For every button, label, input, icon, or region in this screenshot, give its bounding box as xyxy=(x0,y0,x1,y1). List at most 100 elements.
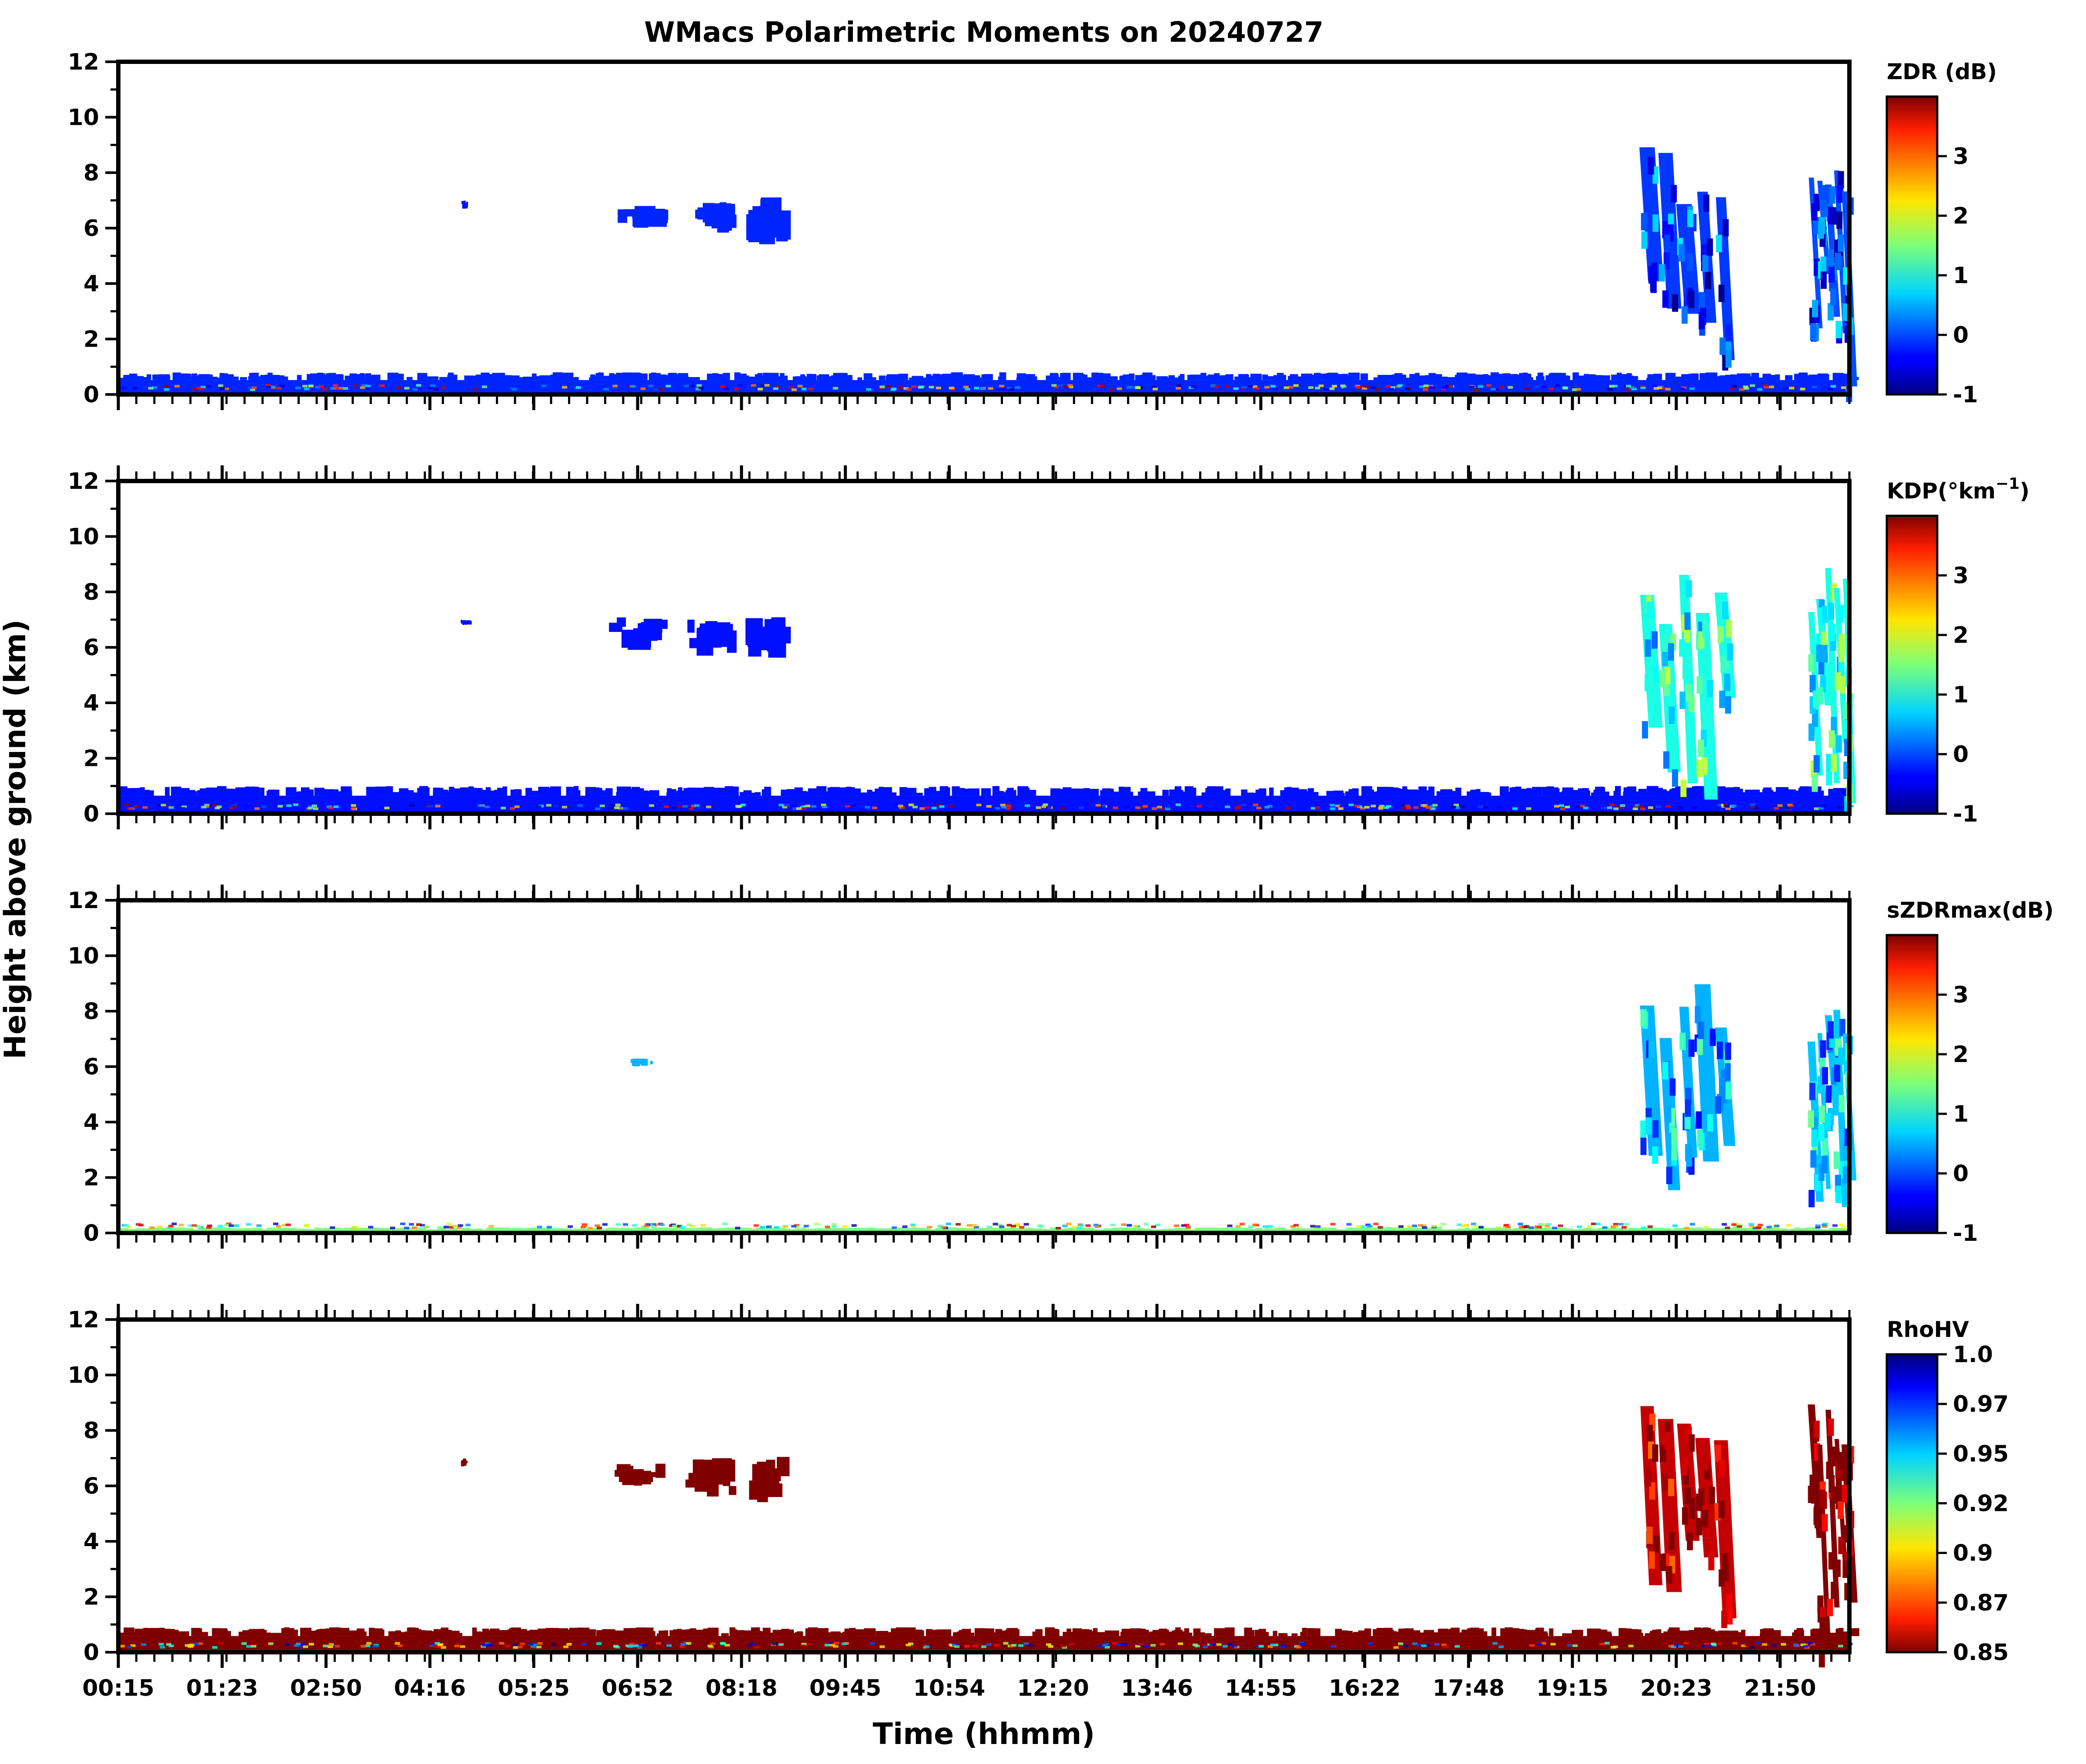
y-tick-label: 4 xyxy=(84,690,99,716)
colorbar-label: sZDRmax(dB) xyxy=(1887,898,2054,923)
colorbar-tick-label: -1 xyxy=(1953,1220,1978,1246)
colorbar-tick-label: 2 xyxy=(1953,1042,1969,1068)
data-patch-KDP xyxy=(461,620,472,625)
y-tick-label: 12 xyxy=(68,1307,99,1333)
colorbar-tick-label: 1 xyxy=(1953,682,1969,708)
y-tick-label: 2 xyxy=(84,746,99,772)
data-patch-RhoHV xyxy=(615,1463,666,1486)
data-surface_layer-KDP xyxy=(118,786,1855,814)
data-patch-ZDR xyxy=(746,197,791,244)
x-tick-label: 06:52 xyxy=(602,1675,674,1701)
colorbar-ZDR: ZDR (dB) -1 0 1 2 3 xyxy=(1885,59,1997,408)
x-axis-label: Time (hhmm) xyxy=(873,1717,1095,1751)
data-surface_layer-RhoHV xyxy=(118,1627,1859,1652)
x-tick-label: 16:22 xyxy=(1329,1675,1401,1701)
y-axis-label: Height above ground (km) xyxy=(0,619,33,1059)
x-tick-label: 17:48 xyxy=(1433,1675,1505,1701)
data-storm-sZDRmax xyxy=(1640,984,1736,1190)
y-tick-label: 8 xyxy=(84,579,99,605)
x-tick-label: 09:45 xyxy=(809,1675,882,1701)
x-tick-label: 01:23 xyxy=(186,1675,258,1701)
y-tick-label: 2 xyxy=(84,1584,99,1610)
colorbar-tick-label: 0.87 xyxy=(1953,1590,2009,1616)
colorbar-tick-label: 3 xyxy=(1953,563,1969,589)
data-patch-RhoHV xyxy=(461,1458,468,1467)
data-patch-ZDR xyxy=(461,200,468,209)
panel-RhoHV: 0 2 4 6 8 10 12 00:15 01:23 02:50 04:16 05:25 06:52 0… xyxy=(68,1304,2009,1701)
y-tick-label: 10 xyxy=(68,943,99,969)
data-storm-ZDR xyxy=(1809,170,1857,402)
data-patch-RhoHV xyxy=(685,1458,736,1497)
colorbar-tick-label: 3 xyxy=(1953,982,1969,1008)
colorbar-tick-label: 0.92 xyxy=(1953,1491,2009,1517)
y-tick-label: 0 xyxy=(84,801,99,827)
x-tick-label: 00:15 xyxy=(82,1675,154,1701)
x-tick-label: 04:16 xyxy=(394,1675,466,1701)
colorbar-tick-label: 3 xyxy=(1953,144,1969,170)
colorbar-tick-label: 1 xyxy=(1953,263,1969,289)
y-tick-label: 12 xyxy=(68,49,99,75)
x-tick-label: 19:15 xyxy=(1536,1675,1608,1701)
colorbar-tick-label: 0.85 xyxy=(1953,1640,2009,1666)
y-tick-label: 10 xyxy=(68,105,99,131)
plot-frame xyxy=(116,1317,1852,1654)
y-tick-label: 8 xyxy=(84,999,99,1025)
y-tick-label: 4 xyxy=(84,1529,99,1555)
colorbar-tick-label: 2 xyxy=(1953,622,1969,648)
y-tick-label: 8 xyxy=(84,1418,99,1444)
colorbar-tick-label: 0.9 xyxy=(1953,1540,1993,1567)
colorbar-tick-label: -1 xyxy=(1953,382,1978,408)
colorbar-tick-label: 1 xyxy=(1953,1101,1969,1127)
data-storm-RhoHV xyxy=(1640,1406,1737,1628)
y-tick-label: 6 xyxy=(84,1473,99,1500)
plot-frame xyxy=(116,898,1852,1235)
y-tick-label: 0 xyxy=(84,1640,99,1666)
x-tick-label: 12:20 xyxy=(1017,1675,1089,1701)
y-tick-label: 12 xyxy=(68,888,99,914)
colorbar-label: KDP(°km−1) xyxy=(1887,475,2029,504)
x-tick-label: 20:23 xyxy=(1640,1675,1712,1701)
y-tick-label: 6 xyxy=(84,1054,99,1080)
colorbar-KDP: KDP(°km−1) -1 0 1 2 3 xyxy=(1885,475,2029,827)
x-tick-label: 21:50 xyxy=(1744,1675,1816,1701)
y-tick-label: 12 xyxy=(68,468,99,494)
colorbar-label: ZDR (dB) xyxy=(1887,59,1997,84)
colorbar-sZDRmax: sZDRmax(dB) -1 0 1 2 3 xyxy=(1885,898,2054,1246)
y-tick-label: 4 xyxy=(84,271,99,297)
colorbar-tick-label: 0 xyxy=(1953,322,1969,348)
colorbar-tick-label: 0.97 xyxy=(1953,1391,2009,1417)
x-tick-label: 14:55 xyxy=(1225,1675,1297,1701)
y-tick-label: 6 xyxy=(84,635,99,661)
data-patch-KDP xyxy=(687,619,737,656)
data-storm-sZDRmax xyxy=(1807,1009,1857,1207)
colorbar-tick-label: 1.0 xyxy=(1953,1342,1993,1368)
y-tick-label: 2 xyxy=(84,327,99,353)
plot-frame xyxy=(116,479,1852,816)
x-tick-label: 08:18 xyxy=(705,1675,778,1701)
x-tick-label: 05:25 xyxy=(498,1675,570,1701)
y-tick-label: 8 xyxy=(84,160,99,186)
y-tick-label: 2 xyxy=(84,1165,99,1191)
colorbar-tick-label: 0 xyxy=(1953,742,1969,768)
x-tick-label: 10:54 xyxy=(913,1675,986,1701)
data-patch-RhoHV xyxy=(749,1457,790,1502)
y-tick-label: 4 xyxy=(84,1109,99,1136)
y-tick-label: 6 xyxy=(84,216,99,242)
y-tick-label: 0 xyxy=(84,382,99,408)
colorbar-label: RhoHV xyxy=(1887,1317,1969,1342)
data-patch-KDP xyxy=(609,617,668,650)
data-storm-KDP xyxy=(1640,575,1736,800)
y-tick-label: 10 xyxy=(68,1363,99,1389)
chart-title: WMacs Polarimetric Moments on 20240727 xyxy=(644,17,1324,49)
colorbar-tick-label: 0.95 xyxy=(1953,1441,2009,1467)
y-tick-label: 0 xyxy=(84,1220,99,1246)
data-patch-ZDR xyxy=(618,206,669,228)
colorbar-RhoHV: RhoHV 0.85 0.87 0.9 0.92 0.95 0.97 1.0 xyxy=(1885,1317,2009,1666)
x-tick-label: 02:50 xyxy=(290,1675,362,1701)
data-patch-sZDRmax xyxy=(630,1059,653,1066)
